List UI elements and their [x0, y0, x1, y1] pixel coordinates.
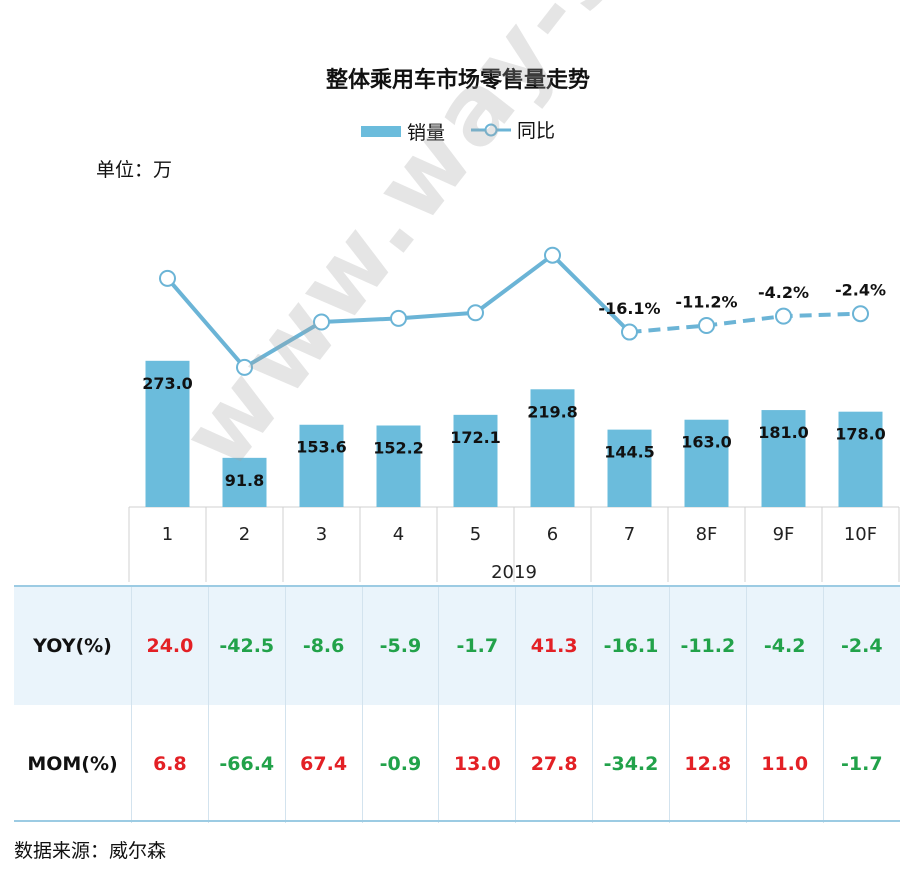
- table-row: MOM(%) 6.8 -66.4 67.4 -0.9 13.0 27.8 -34.2 12.8 1…: [14, 705, 900, 823]
- table-cell: 12.8: [668, 705, 747, 823]
- bar: [684, 419, 729, 507]
- table-bottom-rule: [14, 820, 900, 822]
- legend-item-sales: 销量: [360, 118, 445, 145]
- table-cell: -42.5: [207, 587, 286, 705]
- table-cell: -8.6: [284, 587, 363, 705]
- source-note: 数据来源：威尔森: [14, 840, 167, 862]
- bar-value-label: 144.5: [604, 443, 655, 462]
- table-cell: -1.7: [438, 587, 516, 705]
- table-cell: 27.8: [515, 705, 593, 823]
- yoy-value-label: -2.4%: [835, 281, 886, 300]
- table-cell: -5.9: [361, 587, 439, 705]
- yoy-value-label: -4.2%: [758, 283, 809, 302]
- bar-value-label: 172.1: [450, 428, 501, 447]
- table-cell: -0.9: [361, 705, 439, 823]
- yoy-point: [313, 313, 330, 331]
- yoy-line-forecast: [629, 311, 861, 335]
- table-cell: 13.0: [438, 705, 516, 823]
- legend-bar-swatch: [360, 125, 401, 137]
- unit-label: 单位：万: [96, 159, 173, 181]
- x-tick-label: 2: [239, 524, 250, 545]
- table-cell: -66.4: [207, 705, 286, 823]
- table-cell: -1.7: [822, 705, 900, 823]
- yoy-point: [390, 309, 407, 327]
- legend-label-yoy: 同比: [517, 120, 556, 142]
- legend-label-sales: 销量: [406, 121, 445, 144]
- chart-legend: 销量 同比: [0, 116, 916, 145]
- table-cell: -2.4: [822, 587, 900, 705]
- bar-value-label: 91.8: [225, 471, 264, 490]
- x-tick-label: 1: [162, 524, 173, 545]
- table-row-label: YOY(%): [14, 587, 132, 705]
- bar-value-label: 178.0: [835, 425, 886, 444]
- table-cell: 6.8: [131, 705, 209, 823]
- bar-value-label: 152.2: [373, 438, 424, 457]
- bar-value-label: 153.6: [296, 438, 347, 457]
- yoy-point: [852, 305, 869, 323]
- x-tick-label: 10F: [844, 524, 877, 545]
- bar: [222, 457, 267, 507]
- bar: [453, 414, 498, 507]
- x-tick-label: 6: [547, 524, 558, 545]
- bar: [145, 360, 190, 507]
- bar: [530, 389, 575, 507]
- legend-line-swatch: [471, 123, 512, 136]
- table-cell: -16.1: [592, 587, 670, 705]
- bar: [376, 425, 421, 507]
- table-cell: -4.2: [745, 587, 824, 705]
- yoy-point: [698, 316, 715, 334]
- yoy-point: [467, 304, 484, 322]
- yoy-point: [159, 269, 176, 287]
- table-cell: 24.0: [131, 587, 209, 705]
- table-cell: 11.0: [745, 705, 824, 823]
- yoy-point: [236, 358, 253, 376]
- bar-value-label: 163.0: [681, 433, 732, 452]
- data-table: YOY(%) 24.0 -42.5 -8.6 -5.9 -1.7 41.3 -16.1 -11.…: [14, 587, 900, 823]
- yoy-point: [621, 323, 638, 341]
- bar: [838, 411, 883, 507]
- x-tick-label: 4: [393, 524, 404, 545]
- yoy-point: [775, 307, 792, 325]
- table-top-rule: [14, 585, 900, 587]
- table-row: YOY(%) 24.0 -42.5 -8.6 -5.9 -1.7 41.3 -16.1 -11.…: [14, 587, 900, 705]
- x-tick-label: 8F: [696, 524, 718, 545]
- bar-value-label: 181.0: [758, 423, 809, 442]
- x-tick-label: 7: [624, 524, 635, 545]
- bar-value-label: 273.0: [142, 374, 193, 393]
- yoy-value-label: -16.1%: [598, 299, 660, 318]
- table-cell: 67.4: [284, 705, 363, 823]
- x-tick-label: 9F: [773, 524, 795, 545]
- table-cell: 41.3: [515, 587, 593, 705]
- yoy-value-label: -11.2%: [675, 292, 737, 311]
- x-tick-label: 5: [470, 524, 481, 545]
- x-axis-year-label: 2019: [491, 562, 537, 583]
- bar: [299, 424, 344, 507]
- yoy-point: [544, 246, 561, 264]
- chart-title: 整体乘用车市场零售量走势: [325, 68, 590, 93]
- bar-value-label: 219.8: [527, 402, 578, 421]
- bar: [607, 429, 652, 507]
- legend-item-yoy: 同比: [471, 116, 555, 143]
- table-row-label: MOM(%): [14, 705, 132, 823]
- x-tick-label: 3: [316, 524, 327, 545]
- chart-plot: 1 2 3 4 5 6 7 8F 9F 10F 2019 273.0 91.8 153.6 152.2 17…: [128, 246, 900, 583]
- table-cell: -11.2: [668, 587, 747, 705]
- bar: [761, 410, 806, 507]
- table-cell: -34.2: [592, 705, 670, 823]
